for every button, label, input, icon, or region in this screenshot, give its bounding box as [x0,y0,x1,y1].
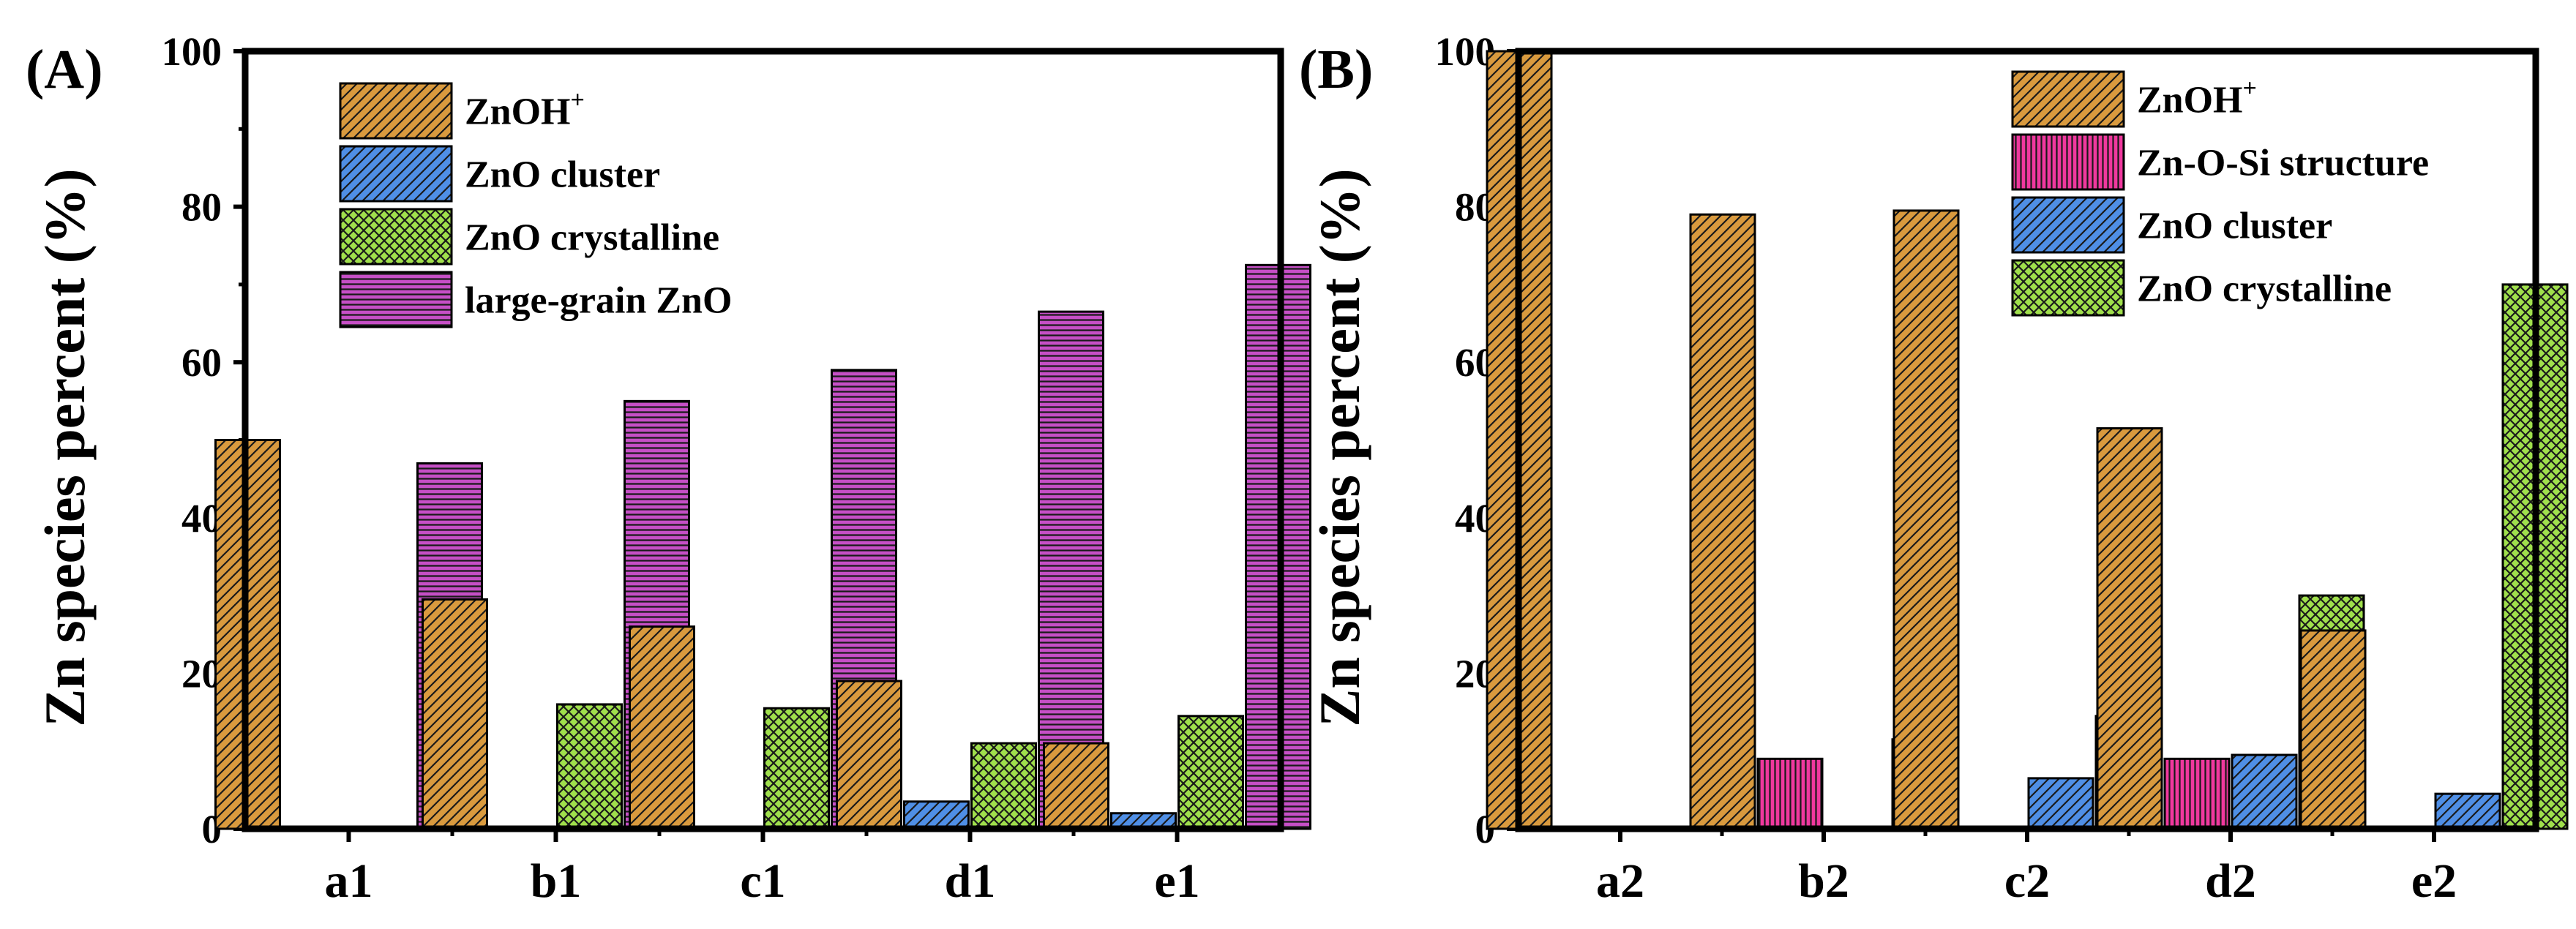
panel-b-legend-swatch-zno-crystalline [2011,259,2125,317]
panel-a-legend-label-znoh: ZnOH+ [465,87,585,133]
panel-b-x-tick-label-d2: d2 [2205,854,2256,908]
panel-a-legend-swatch-large-grain-zno [339,271,453,328]
panel-a-bar-d1-zno-crystalline [970,742,1037,830]
panel-b-legend-label-zno-crystalline: ZnO crystalline [2137,268,2392,310]
panel-a-bar-d1-znoh [836,680,902,830]
panel-a-x-tick-label-a1: a1 [325,854,373,908]
panel-b-bar-d2-zn-o-si-structure [2163,757,2231,830]
panel-b-legend: ZnOH+ Zn-O-Si structure ZnO cluster ZnO cry… [2011,70,2429,317]
panel-a: (A) Zn species percent (%) 020406080100a… [26,29,1311,908]
panel-b-bar-b2-zn-o-si-structure [1756,757,1824,830]
panel-a-legend-swatch-zno-cluster [339,145,453,203]
panel-b-bar-e2-zno-cluster [2434,792,2501,830]
panel-b: (B) Zn species percent (%) 020406080100a… [1299,29,2569,908]
panel-b-x-tick-label-a2: a2 [1596,854,1644,908]
panel-b-legend-label-znoh: ZnOH+ [2137,75,2257,121]
panel-b-legend-swatch-znoh [2011,70,2125,128]
panel-b-legend-label-zn-o-si-structure: Zn-O-Si structure [2137,143,2429,184]
panel-a-bar-e1-znoh [1043,742,1109,830]
panel-b-bar-c2-zno-cluster [2027,777,2094,830]
panel-a-y-tick-label: 80 [181,185,222,230]
panel-b-bar-c2-znoh [1892,209,1960,830]
panel-b-x-tick-label-e2: e2 [2411,854,2457,908]
panel-a-legend-label-zno-crystalline: ZnO crystalline [465,217,719,259]
panel-a-y-axis-title: Zn species percent (%) [33,168,97,726]
panel-a-legend-label-large-grain-zno: large-grain ZnO [465,280,732,322]
panel-b-legend-swatch-zn-o-si-structure [2011,133,2125,191]
panel-b-bar-d2-zno-cluster [2231,753,2298,830]
panel-a-x-tick-label-e1: e1 [1154,854,1199,908]
panel-a-x-tick-label-b1: b1 [531,854,582,908]
panel-a-legend-swatch-zno-crystalline [339,208,453,266]
panel-a-bar-c1-znoh [629,625,695,830]
panel-a-axes-frame [242,48,1284,832]
panel-b-x-tick-label-c2: c2 [2004,854,2050,908]
panel-a-x-tick-label-c1: c1 [740,854,785,908]
panel-a-bar-d1-zno-cluster [903,800,970,830]
panel-a-label: (A) [26,39,103,100]
panel-a-y-tick-label: 60 [181,340,222,385]
panel-a-legend: ZnOH+ ZnO cluster ZnO crystalline large-gra… [339,82,732,328]
panel-a-bar-b1-znoh [422,598,488,830]
panel-a-bar-b1-zno-crystalline [556,703,623,830]
panel-b-bar-b2-znoh [1689,213,1756,830]
panel-b-bar-e2-znoh [2299,629,2367,830]
panel-a-legend-label-zno-cluster: ZnO cluster [465,154,660,196]
panel-b-y-axis-title: Zn species percent (%) [1308,168,1371,726]
panel-b-label: (B) [1299,39,1373,100]
panel-a-x-tick-label-d1: d1 [945,854,996,908]
panel-b-axes-frame [1515,48,2539,832]
panel-b-x-tick-label-b2: b2 [1798,854,1849,908]
panel-b-y-tick-label: 100 [1435,29,1496,74]
panel-a-y-tick-label: 100 [162,29,222,74]
panel-a-legend-swatch-znoh [339,82,453,140]
panel-b-legend-swatch-zno-cluster [2011,196,2125,254]
panel-a-bar-c1-zno-crystalline [763,707,830,830]
panel-b-bar-d2-znoh [2096,427,2163,830]
panel-a-bar-e1-zno-crystalline [1177,715,1244,830]
panel-b-legend-label-zno-cluster: ZnO cluster [2137,206,2332,247]
